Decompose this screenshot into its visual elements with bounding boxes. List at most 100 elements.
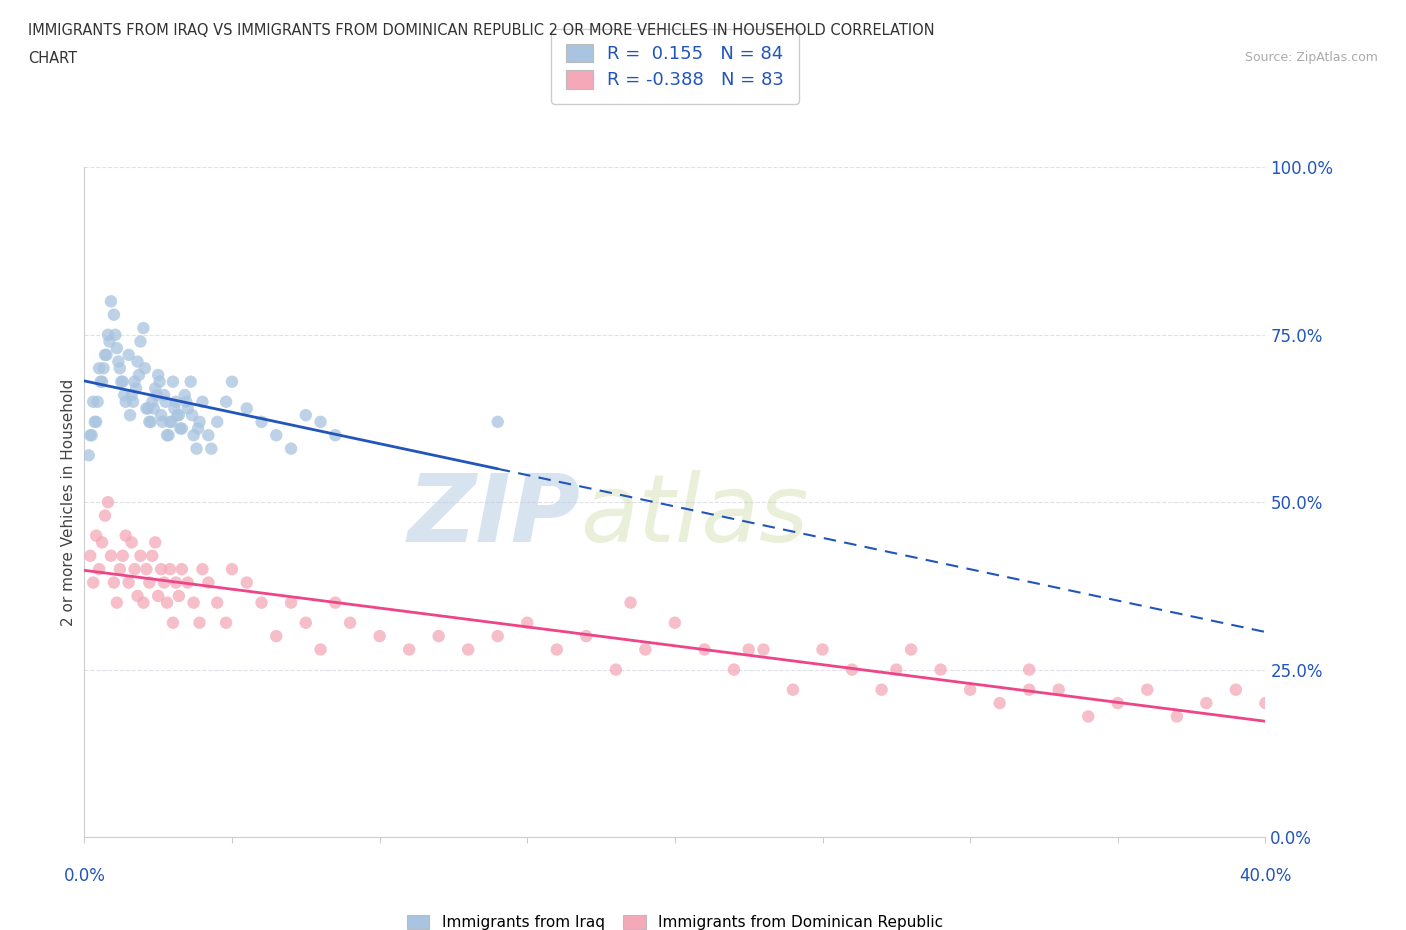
Point bbox=[575, 629, 598, 644]
Point bbox=[870, 683, 893, 698]
Point bbox=[1018, 683, 1040, 698]
Point bbox=[165, 394, 187, 409]
Point bbox=[160, 415, 183, 430]
Point bbox=[167, 589, 190, 604]
Point bbox=[129, 334, 152, 349]
Point bbox=[111, 374, 134, 389]
Point bbox=[97, 327, 120, 342]
Point bbox=[157, 428, 180, 443]
Point bbox=[197, 428, 219, 443]
Point bbox=[150, 562, 173, 577]
Point bbox=[280, 595, 302, 610]
Text: ZIP: ZIP bbox=[408, 470, 581, 562]
Point bbox=[174, 394, 197, 409]
Point bbox=[82, 394, 104, 409]
Text: atlas: atlas bbox=[581, 470, 808, 561]
Point bbox=[295, 407, 318, 422]
Point bbox=[153, 575, 176, 590]
Point bbox=[886, 662, 908, 677]
Point bbox=[177, 575, 200, 590]
Point bbox=[188, 616, 211, 631]
Point bbox=[309, 415, 332, 430]
Point bbox=[634, 642, 657, 657]
Point bbox=[959, 683, 981, 698]
Point bbox=[183, 428, 205, 443]
Point bbox=[167, 407, 190, 422]
Point bbox=[191, 562, 214, 577]
Point bbox=[723, 662, 745, 677]
Point bbox=[900, 642, 922, 657]
Point bbox=[143, 535, 166, 550]
Point bbox=[153, 388, 176, 403]
Point bbox=[121, 388, 143, 403]
Point bbox=[100, 549, 122, 564]
Point bbox=[96, 348, 118, 363]
Point bbox=[205, 595, 228, 610]
Point bbox=[138, 415, 160, 430]
Point bbox=[368, 629, 391, 644]
Point bbox=[127, 589, 149, 604]
Point bbox=[91, 535, 114, 550]
Point bbox=[87, 361, 111, 376]
Point bbox=[82, 575, 104, 590]
Point bbox=[1195, 696, 1218, 711]
Point bbox=[605, 662, 627, 677]
Point bbox=[79, 428, 101, 443]
Point bbox=[155, 394, 177, 409]
Point bbox=[197, 575, 219, 590]
Point bbox=[121, 535, 143, 550]
Point bbox=[86, 394, 108, 409]
Point bbox=[83, 415, 105, 430]
Point bbox=[1047, 683, 1070, 698]
Point bbox=[148, 589, 170, 604]
Point bbox=[546, 642, 568, 657]
Point bbox=[114, 394, 136, 409]
Point bbox=[118, 575, 141, 590]
Point bbox=[221, 562, 243, 577]
Point bbox=[129, 549, 152, 564]
Point bbox=[122, 394, 145, 409]
Point bbox=[181, 407, 204, 422]
Point bbox=[103, 575, 125, 590]
Point bbox=[118, 348, 141, 363]
Point bbox=[159, 562, 181, 577]
Point bbox=[215, 394, 238, 409]
Point bbox=[166, 407, 188, 422]
Point bbox=[108, 361, 131, 376]
Point bbox=[250, 595, 273, 610]
Point bbox=[782, 683, 804, 698]
Point bbox=[457, 642, 479, 657]
Point bbox=[156, 428, 179, 443]
Point bbox=[1225, 683, 1247, 698]
Point bbox=[150, 407, 173, 422]
Point bbox=[309, 642, 332, 657]
Point bbox=[143, 381, 166, 396]
Point bbox=[132, 595, 155, 610]
Point bbox=[103, 307, 125, 322]
Point bbox=[159, 415, 181, 430]
Point bbox=[183, 595, 205, 610]
Point bbox=[79, 549, 101, 564]
Point bbox=[84, 415, 107, 430]
Text: CHART: CHART bbox=[28, 51, 77, 66]
Point bbox=[1018, 662, 1040, 677]
Point bbox=[170, 562, 193, 577]
Text: 40.0%: 40.0% bbox=[1239, 867, 1292, 885]
Point bbox=[80, 428, 103, 443]
Point bbox=[91, 374, 114, 389]
Point bbox=[128, 367, 150, 382]
Point bbox=[323, 428, 347, 443]
Point bbox=[693, 642, 716, 657]
Point bbox=[139, 415, 162, 430]
Point bbox=[398, 642, 420, 657]
Point bbox=[149, 374, 172, 389]
Point bbox=[323, 595, 347, 610]
Point bbox=[94, 348, 117, 363]
Point bbox=[619, 595, 641, 610]
Point bbox=[112, 388, 135, 403]
Point bbox=[132, 321, 155, 336]
Point bbox=[664, 616, 686, 631]
Point bbox=[1136, 683, 1159, 698]
Point bbox=[134, 361, 156, 376]
Point bbox=[486, 629, 509, 644]
